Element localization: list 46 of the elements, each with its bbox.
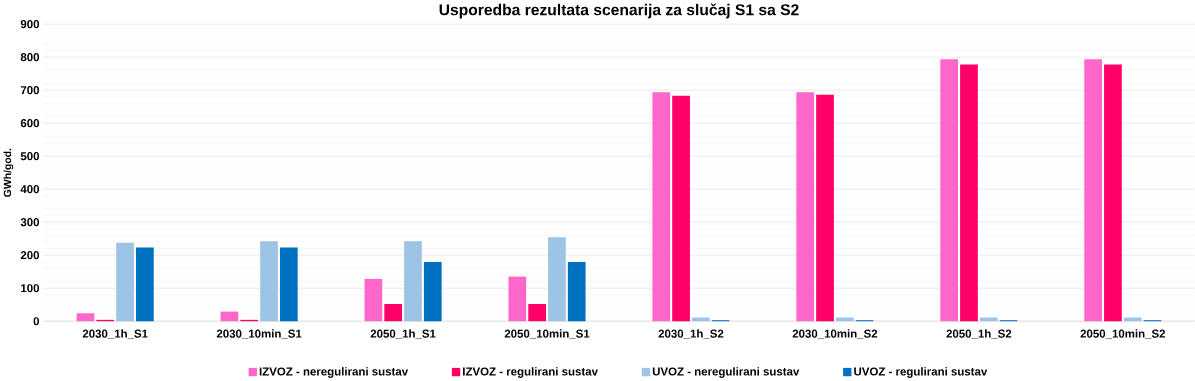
bar bbox=[816, 94, 834, 322]
bar bbox=[364, 278, 383, 322]
bar bbox=[423, 262, 442, 322]
bar bbox=[1084, 59, 1102, 322]
x-tick-label: 2030_10min_S1 bbox=[216, 329, 302, 339]
legend-label: UVOZ - neregulirani sustav bbox=[652, 367, 800, 378]
bar bbox=[404, 241, 422, 322]
y-tick-label: 300 bbox=[20, 218, 40, 227]
y-tick-label: 100 bbox=[21, 284, 40, 293]
bar bbox=[796, 92, 815, 322]
bar bbox=[960, 64, 978, 322]
x-tick-label: 2030_1h_S1 bbox=[82, 329, 148, 339]
legend-label: IZVOZ - neregulirani sustav bbox=[259, 367, 409, 378]
x-tick-label: 2050_1h_S2 bbox=[946, 329, 1012, 339]
bar bbox=[136, 247, 154, 322]
y-tick-label: 800 bbox=[20, 53, 40, 62]
x-tick-label: 2030_10min_S2 bbox=[792, 329, 878, 339]
bar bbox=[672, 95, 690, 322]
y-tick-label: 0 bbox=[33, 317, 40, 326]
y-axis-title: GWh/god. bbox=[3, 148, 14, 197]
y-tick-label: 200 bbox=[20, 251, 40, 260]
x-tick-label: 2050_10min_S1 bbox=[504, 329, 590, 339]
chart-title: Usporedba rezultata scenarija za slučaj S1 sa S2 bbox=[439, 3, 799, 19]
bar bbox=[940, 59, 959, 322]
bar bbox=[508, 276, 527, 322]
bar bbox=[548, 237, 566, 322]
x-tick-label: 2050_1h_S1 bbox=[370, 329, 436, 339]
bar bbox=[567, 262, 586, 322]
y-tick-label: 600 bbox=[20, 119, 40, 128]
x-tick-label: 2050_10min_S2 bbox=[1080, 329, 1166, 339]
y-tick-label: 400 bbox=[20, 185, 40, 194]
bar bbox=[652, 92, 671, 322]
legend-label: IZVOZ - regulirani sustav bbox=[463, 367, 598, 378]
bar bbox=[1104, 64, 1122, 322]
bar bbox=[528, 303, 546, 322]
bar bbox=[220, 311, 239, 322]
y-tick-label: 500 bbox=[20, 152, 40, 161]
bar bbox=[76, 313, 95, 322]
bar bbox=[279, 247, 298, 322]
y-tick-label: 900 bbox=[20, 20, 40, 29]
y-tick-label: 700 bbox=[20, 86, 40, 95]
legend-label: UVOZ - regulirani sustav bbox=[854, 367, 988, 378]
bar bbox=[116, 242, 134, 322]
x-tick-label: 2030_1h_S2 bbox=[658, 329, 724, 339]
bar bbox=[260, 241, 278, 322]
bar bbox=[384, 303, 403, 322]
